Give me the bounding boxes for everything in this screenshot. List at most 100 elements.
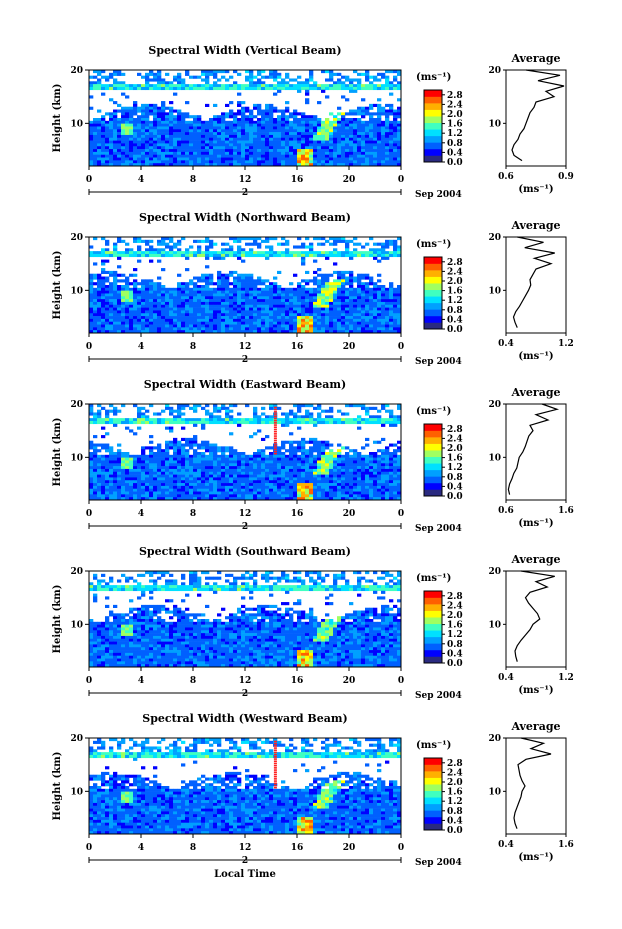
average-y-tick-label: 10 xyxy=(488,119,501,129)
average-line xyxy=(511,69,565,162)
colorbar-tick-label: 2.4 xyxy=(447,434,463,444)
colorbar-swatch xyxy=(424,135,442,143)
colorbar-swatch xyxy=(424,142,442,150)
x-tick-label: 12 xyxy=(239,509,252,519)
marker-dash xyxy=(273,435,277,437)
y-axis-label: Height (km) xyxy=(52,84,63,153)
marker-dash xyxy=(273,760,277,763)
colorbar-swatch xyxy=(424,424,442,431)
average-x-tick-label: 0.6 xyxy=(498,506,514,516)
marker-dash xyxy=(273,773,277,776)
colorbar-swatch xyxy=(424,270,442,277)
colorbar-tick-label: 0.8 xyxy=(447,640,463,650)
heatmap-field xyxy=(89,70,402,167)
date-label: Sep 2004 xyxy=(415,858,462,868)
x-tick-label: 0 xyxy=(86,676,92,686)
colorbar-swatch xyxy=(424,803,442,811)
marker-dash xyxy=(273,417,277,420)
colorbar: (ms⁻¹) 2.82.42.01.61.20.80.40.0 xyxy=(416,573,463,669)
heatmap-field xyxy=(89,404,402,501)
marker-dash xyxy=(273,784,277,787)
average-frame xyxy=(505,236,567,334)
colorbar-swatch xyxy=(424,302,442,310)
date-label: Sep 2004 xyxy=(415,524,462,534)
average-title: Average xyxy=(510,219,560,232)
x-tick-label: 4 xyxy=(138,843,144,853)
x-tick-label: 4 xyxy=(138,676,144,686)
marker-dash xyxy=(273,742,277,745)
marker-dash xyxy=(273,424,277,426)
colorbar-swatch xyxy=(424,482,442,490)
date-marker: 2 xyxy=(242,689,248,699)
x-tick-label: 12 xyxy=(239,843,252,853)
colorbar-tick-label: 0.4 xyxy=(447,649,463,659)
x-tick-label: 0 xyxy=(86,175,92,185)
colorbar-swatch xyxy=(424,109,442,117)
colorbar-swatch xyxy=(424,656,442,664)
date-marker: 2 xyxy=(242,355,248,365)
colorbar: (ms⁻¹) 2.82.42.01.61.20.80.40.0 xyxy=(416,406,463,502)
y-tick-label: 20 xyxy=(70,66,83,76)
colorbar-tick-label: 2.4 xyxy=(447,267,463,277)
colorbar-tick-label: 1.6 xyxy=(447,287,463,297)
colorbar-tick-label: 0.4 xyxy=(447,482,463,492)
average-title: Average xyxy=(510,386,560,399)
panel-title: Spectral Width (Southward Beam) xyxy=(139,545,351,558)
colorbar-swatch xyxy=(424,764,442,772)
marker-dash xyxy=(273,439,277,442)
average-x-label: (ms⁻¹) xyxy=(518,184,553,195)
average-x-label: (ms⁻¹) xyxy=(518,852,553,863)
y-tick-label: 20 xyxy=(70,734,83,744)
average-title: Average xyxy=(510,720,560,733)
marker-dash xyxy=(273,419,277,422)
marker-dash xyxy=(273,769,277,771)
colorbar-swatch xyxy=(424,810,442,818)
panel-3: Spectral Width (Eastward Beam)2010Height… xyxy=(52,378,574,534)
colorbar-swatch xyxy=(424,476,442,484)
marker-dash xyxy=(273,782,277,785)
colorbar-tick-label: 1.6 xyxy=(447,120,463,130)
average-profile: Average 20 10 0.6 0.9 (ms⁻¹) xyxy=(488,52,573,195)
colorbar-swatch xyxy=(424,797,442,805)
marker-dash xyxy=(273,778,277,780)
colorbar: (ms⁻¹) 2.82.42.01.61.20.80.40.0 xyxy=(416,72,463,168)
colorbar-swatch xyxy=(424,610,442,618)
average-frame xyxy=(505,737,567,835)
colorbar-swatch xyxy=(424,96,442,104)
colorbar-swatch xyxy=(424,623,442,631)
average-x-label: (ms⁻¹) xyxy=(518,518,553,529)
colorbar-swatch xyxy=(424,122,442,130)
marker-dash xyxy=(273,747,277,749)
average-profile: Average 20 10 0.4 1.6 (ms⁻¹) xyxy=(488,720,573,863)
marker-dash xyxy=(273,786,277,789)
average-x-tick-label: 0.6 xyxy=(498,172,514,182)
colorbar-swatch xyxy=(424,456,442,464)
x-tick-label: 0 xyxy=(398,342,404,352)
colorbar-frame xyxy=(423,423,443,497)
panel-title: Spectral Width (Westward Beam) xyxy=(142,712,347,725)
marker-dash xyxy=(273,426,277,429)
colorbar-tick-label: 0.0 xyxy=(447,659,463,669)
panel-4: Spectral Width (Southward Beam)2010Heigh… xyxy=(52,545,574,701)
x-tick-label: 20 xyxy=(343,676,356,686)
colorbar-swatch xyxy=(424,263,442,271)
colorbar-tick-label: 1.2 xyxy=(447,630,463,640)
average-x-tick-label: 1.6 xyxy=(558,840,574,850)
x-tick-label: 12 xyxy=(239,175,252,185)
marker-dash xyxy=(273,780,277,782)
colorbar-swatch xyxy=(424,155,442,163)
y-axis-label: Height (km) xyxy=(52,251,63,320)
x-tick-label: 4 xyxy=(138,509,144,519)
colorbar-tick-label: 0.0 xyxy=(447,826,463,836)
colorbar-unit: (ms⁻¹) xyxy=(416,573,451,584)
heatmap-field xyxy=(89,237,402,334)
marker-dash xyxy=(273,771,277,774)
colorbar-swatch xyxy=(424,90,442,97)
colorbar-swatch xyxy=(424,463,442,471)
y-tick-label: 20 xyxy=(70,400,83,410)
x-tick-label: 20 xyxy=(343,342,356,352)
y-tick-label: 10 xyxy=(70,620,83,630)
colorbar-tick-label: 2.0 xyxy=(447,277,463,287)
marker-dash xyxy=(273,433,277,435)
marker-dash xyxy=(273,411,277,413)
